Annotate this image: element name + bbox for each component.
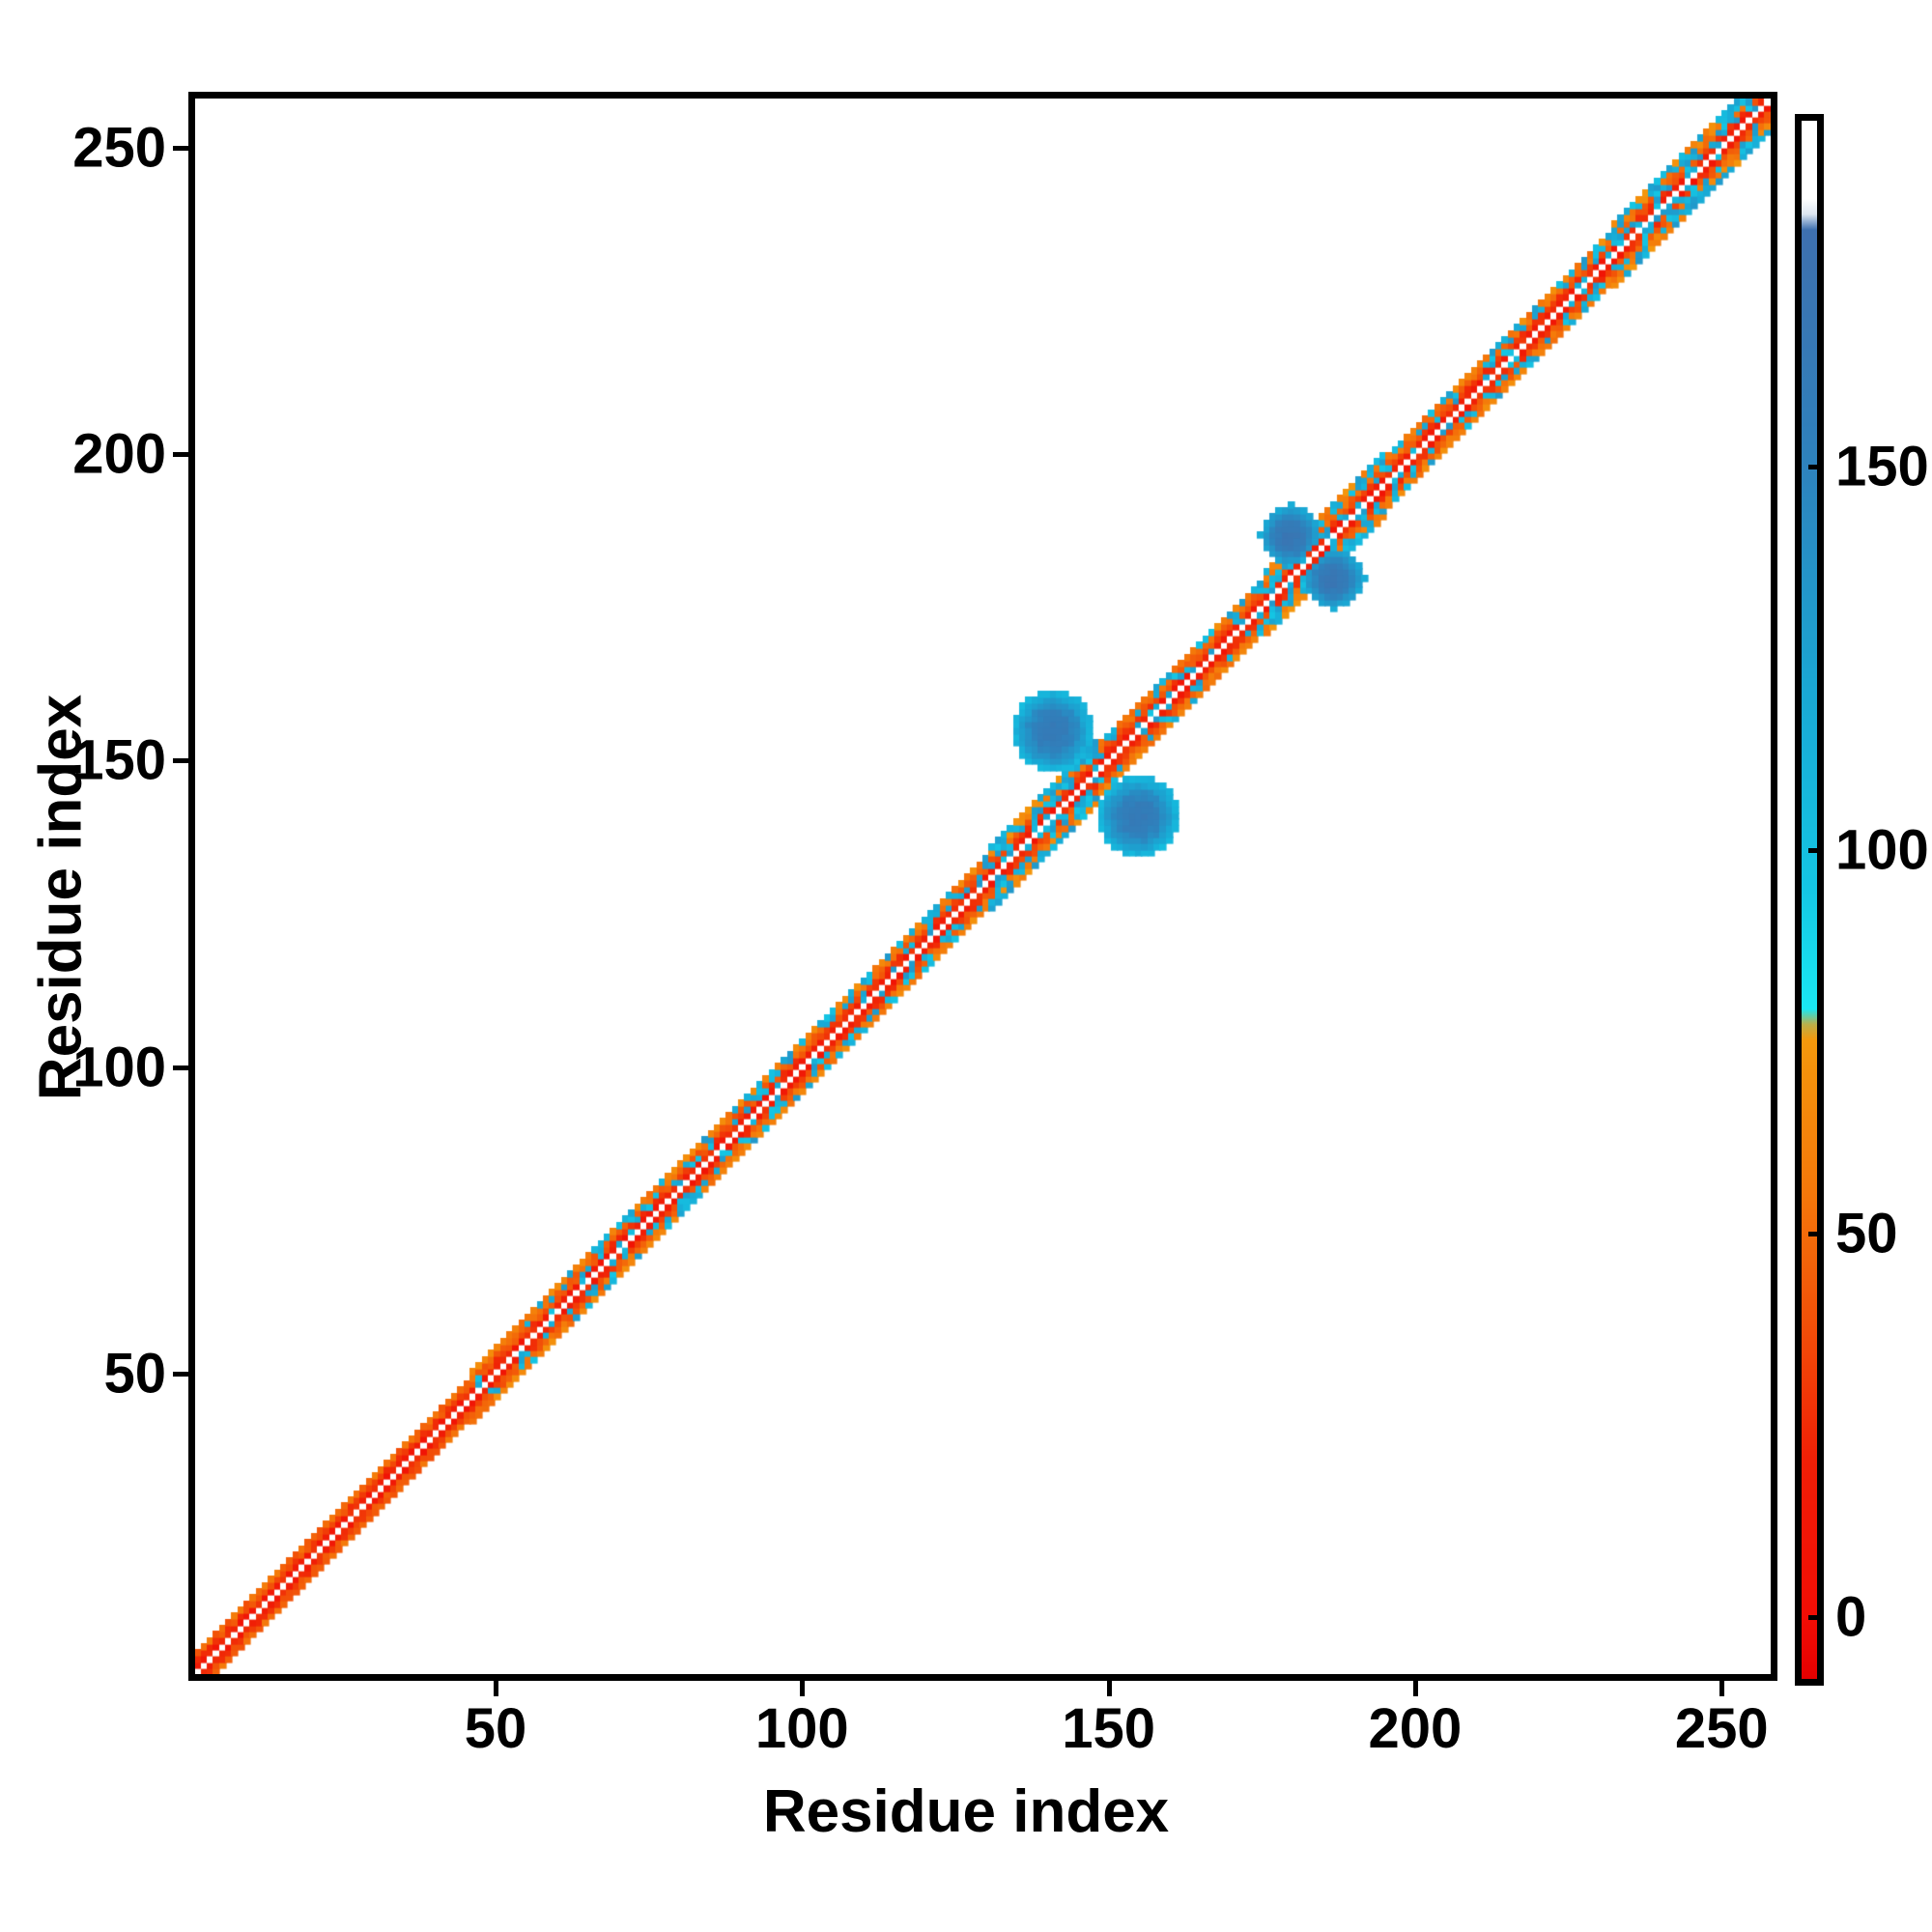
y-tick-label-250: 250 xyxy=(72,116,166,180)
x-tick-label-100: 100 xyxy=(754,1697,849,1760)
y-tick-label-50: 50 xyxy=(103,1342,166,1406)
x-tick-label-150: 150 xyxy=(1062,1697,1155,1760)
y-axis-title-wrapper: Residue index xyxy=(27,103,95,1692)
y-tick-50 xyxy=(173,1372,188,1378)
colorbar-tick-label-50: 50 xyxy=(1835,1202,1898,1265)
colorbar-gradient xyxy=(1802,121,1817,1679)
colorbar-tick-label-150: 150 xyxy=(1835,435,1929,498)
x-tick-250 xyxy=(1719,1681,1725,1696)
x-tick-100 xyxy=(800,1681,806,1696)
colorbar-tick-150 xyxy=(1808,464,1822,469)
contact-map-canvas xyxy=(195,99,1771,1674)
y-tick-label-100: 100 xyxy=(72,1036,166,1099)
x-tick-150 xyxy=(1106,1681,1112,1696)
x-tick-200 xyxy=(1412,1681,1418,1696)
y-tick-150 xyxy=(173,758,188,764)
x-tick-label-50: 50 xyxy=(464,1697,527,1760)
colorbar-tick-100 xyxy=(1808,847,1822,853)
y-tick-label-200: 200 xyxy=(72,422,166,486)
colorbar-tick-label-100: 100 xyxy=(1835,818,1929,882)
colorbar xyxy=(1795,114,1824,1686)
x-tick-label-200: 200 xyxy=(1368,1697,1463,1760)
y-axis-title: Residue index xyxy=(27,694,94,1101)
x-tick-50 xyxy=(493,1681,498,1696)
y-tick-200 xyxy=(173,452,188,458)
y-tick-100 xyxy=(173,1065,188,1070)
x-tick-label-250: 250 xyxy=(1674,1697,1769,1760)
heatmap-plot-area xyxy=(188,92,1777,1681)
y-tick-label-150: 150 xyxy=(72,728,166,792)
x-axis-title: Residue index xyxy=(762,1778,1170,1845)
y-tick-250 xyxy=(173,145,188,151)
colorbar-tick-50 xyxy=(1808,1232,1822,1237)
colorbar-tick-label-0: 0 xyxy=(1835,1585,1867,1649)
colorbar-tick-0 xyxy=(1808,1615,1822,1621)
